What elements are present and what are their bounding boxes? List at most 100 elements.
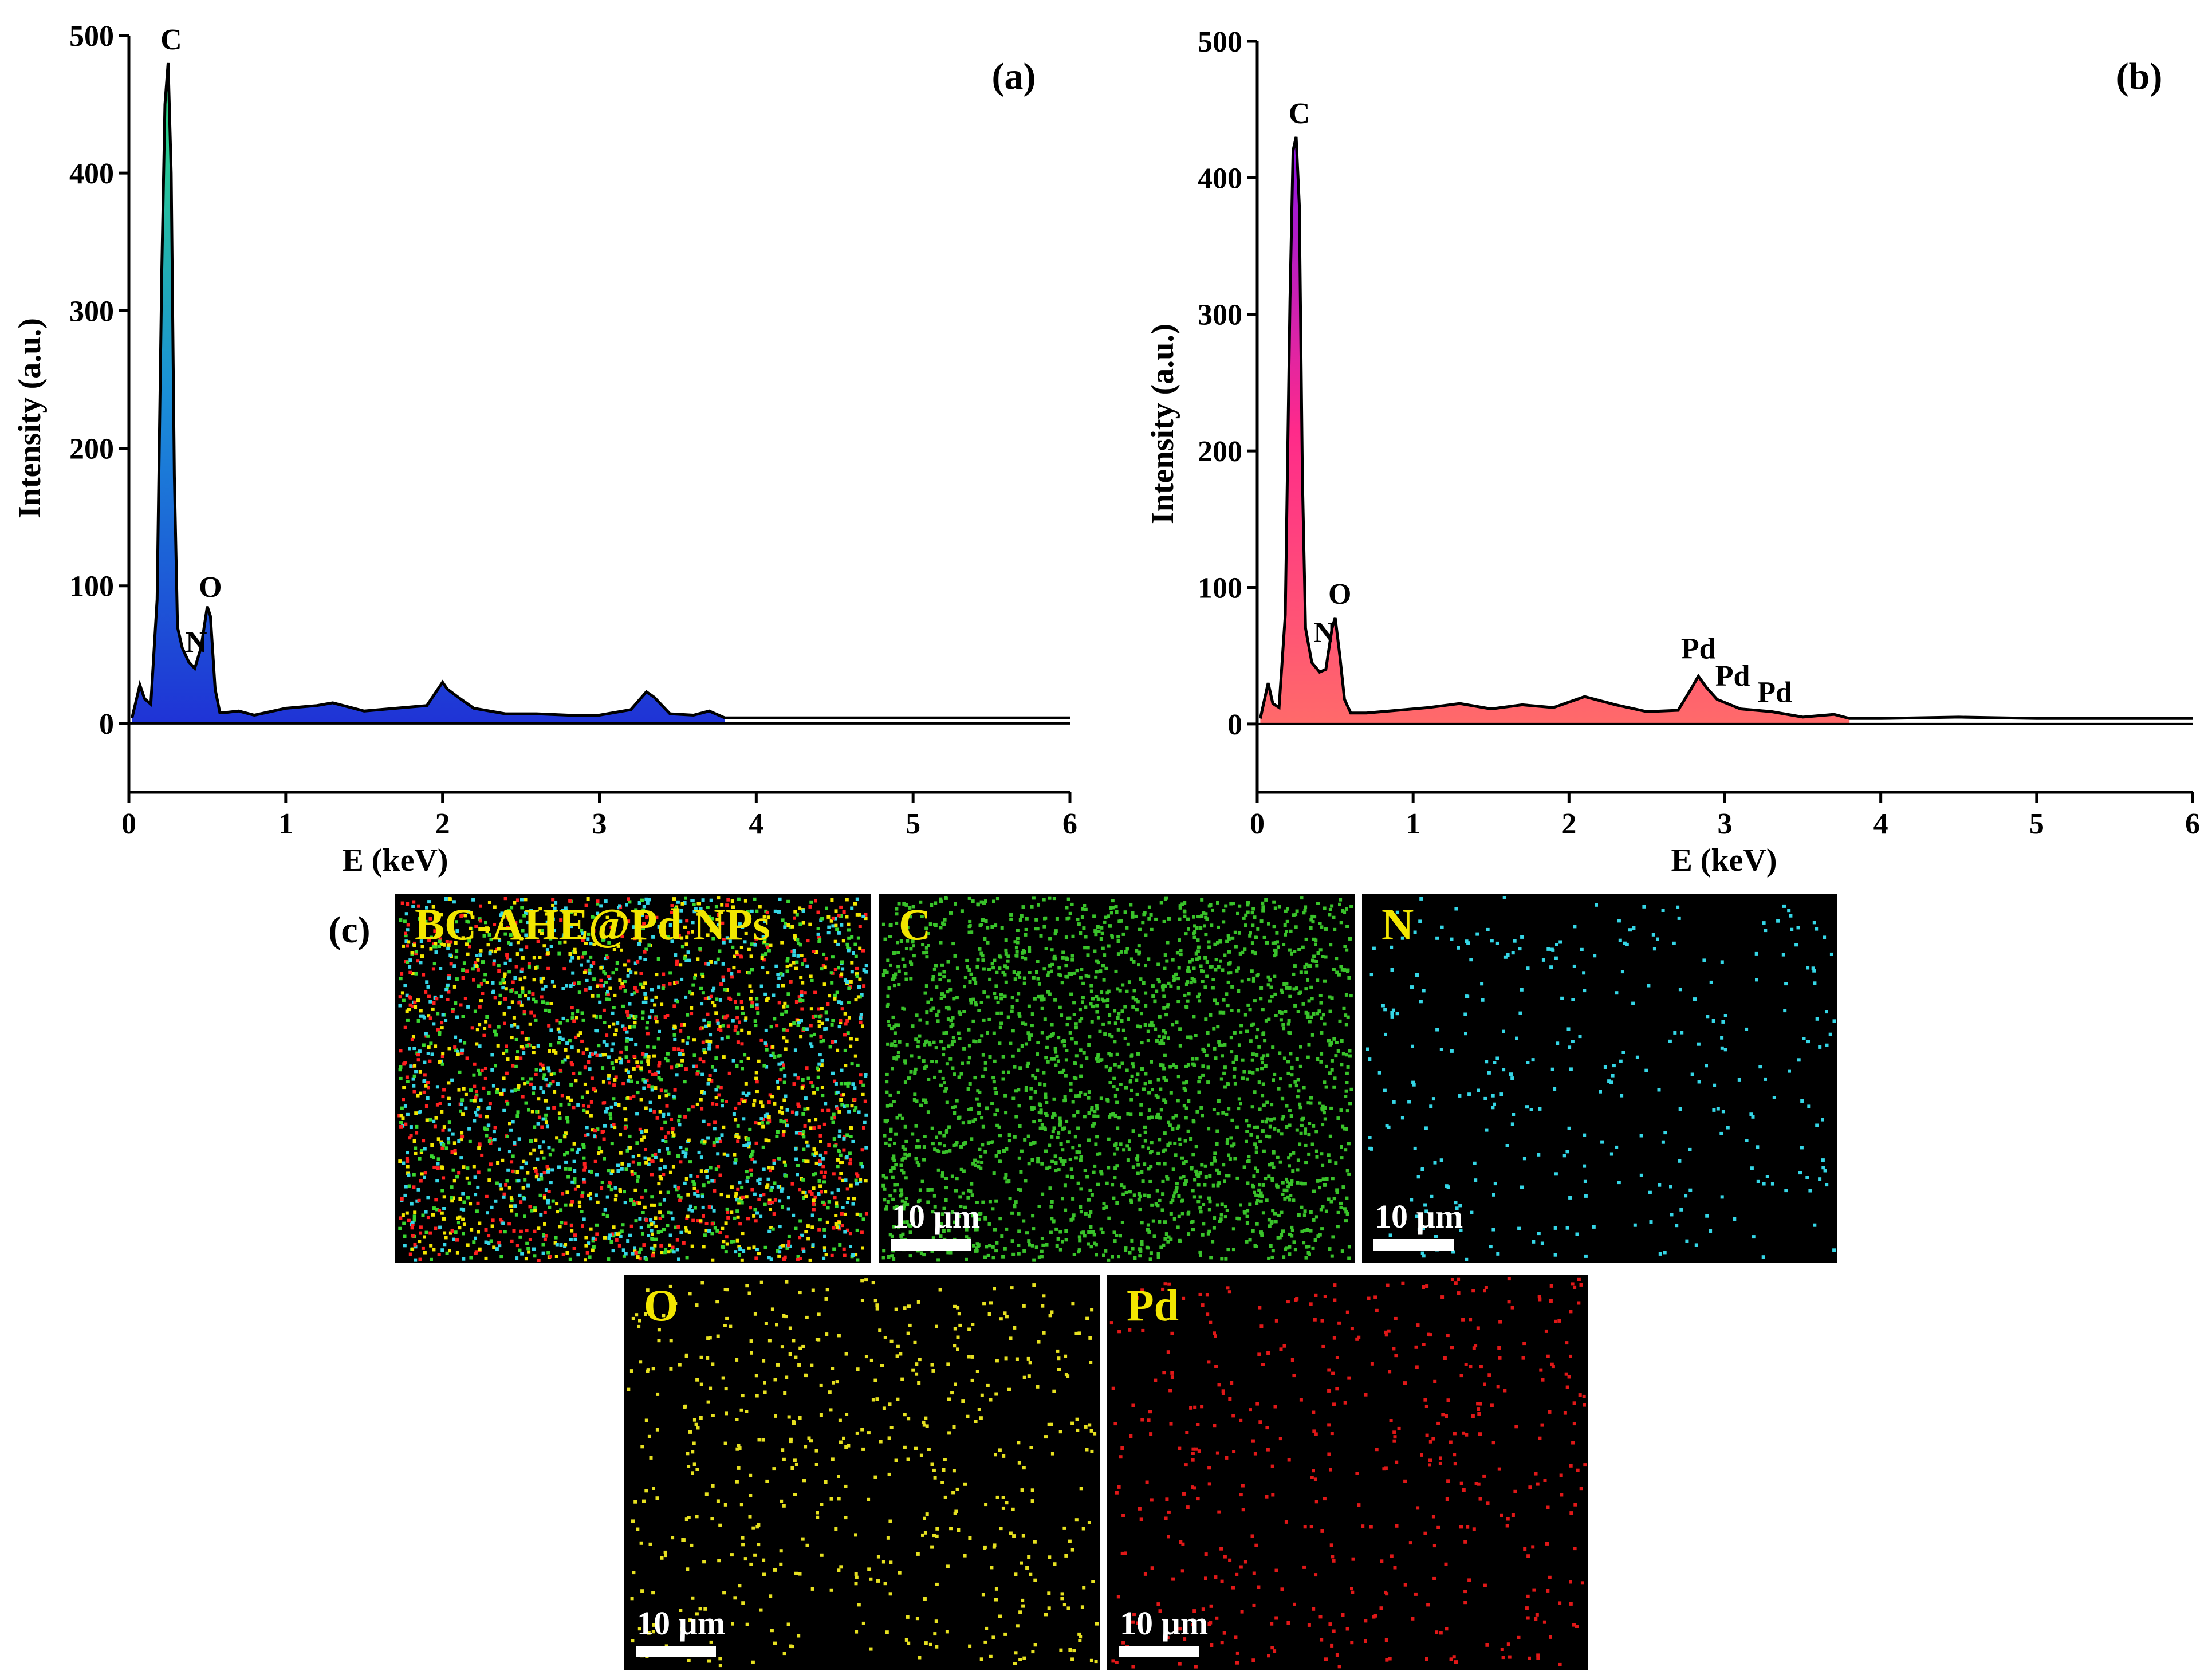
- map-dot: [567, 1102, 571, 1106]
- map-dot: [818, 1053, 822, 1057]
- map-dot: [903, 1124, 907, 1129]
- map-dot: [1017, 1252, 1021, 1256]
- map-dot: [474, 1193, 478, 1197]
- map-dot: [1131, 996, 1135, 1000]
- map-dot: [1113, 1166, 1117, 1170]
- map-dot: [504, 1183, 508, 1187]
- map-dot: [651, 1232, 654, 1236]
- map-dot: [975, 1201, 979, 1204]
- map-dot: [952, 1143, 956, 1147]
- map-dot: [510, 1198, 514, 1202]
- map-dot: [926, 1188, 930, 1192]
- map-dot: [1288, 1252, 1292, 1256]
- chart-a-y-tick-label-4: 400: [69, 158, 114, 190]
- map-dot: [1032, 1141, 1036, 1145]
- map-dot: [846, 1031, 850, 1035]
- map-dot: [427, 1045, 431, 1049]
- map-dot: [1155, 1115, 1159, 1119]
- map-dot: [834, 909, 838, 913]
- map-dot: [461, 1112, 465, 1116]
- map-dot: [636, 1179, 640, 1183]
- map-dot: [434, 1198, 438, 1202]
- map-dot: [504, 987, 508, 991]
- map-dot: [675, 921, 679, 925]
- map-dot: [906, 939, 910, 943]
- map-dot: [792, 953, 796, 957]
- map-dot: [755, 909, 759, 913]
- map-dot: [600, 1181, 604, 1184]
- map-dot: [540, 980, 544, 984]
- map-dot: [736, 1031, 740, 1035]
- map-dot: [427, 1086, 430, 1090]
- map-dot: [762, 1193, 766, 1197]
- map-dot: [1017, 1188, 1020, 1191]
- map-dot: [411, 1004, 415, 1008]
- map-dot: [822, 982, 826, 986]
- map-dot: [519, 969, 524, 973]
- map-dot: [624, 1047, 628, 1051]
- map-dot: [765, 1185, 769, 1189]
- map-dot: [443, 943, 447, 947]
- map-dot: [1028, 1037, 1032, 1041]
- map-dot: [994, 996, 998, 1000]
- map-dot: [1029, 1142, 1033, 1146]
- map-dot: [802, 1130, 806, 1134]
- map-dot: [1231, 1248, 1235, 1252]
- map-dot: [717, 923, 721, 927]
- map-dot: [411, 972, 415, 976]
- map-dot: [831, 1040, 835, 1044]
- map-dot: [401, 1116, 405, 1120]
- map-dot: [926, 932, 930, 935]
- map-dot: [527, 997, 530, 1001]
- map-dot: [550, 1168, 554, 1172]
- map-dot: [627, 968, 631, 972]
- map-dot: [1123, 1037, 1127, 1040]
- map-dot: [894, 1163, 898, 1167]
- map-dot: [1321, 1177, 1325, 1181]
- map-dot: [695, 1072, 699, 1076]
- map-dot: [631, 1172, 634, 1176]
- map-dot: [607, 975, 611, 978]
- map-dot: [1235, 969, 1239, 973]
- map-dot: [715, 1229, 719, 1233]
- map-dot: [1175, 1126, 1179, 1130]
- map-dot: [1184, 1106, 1188, 1110]
- map-dot: [1070, 1175, 1074, 1179]
- map-dot: [977, 1111, 981, 1115]
- map-dot: [440, 1110, 444, 1114]
- map-dot: [1220, 1202, 1224, 1206]
- chart-a-y-tick-label-1: 100: [69, 571, 114, 603]
- map-dot: [445, 1251, 449, 1255]
- map-dot: [792, 1021, 796, 1025]
- map-dot: [1015, 954, 1019, 958]
- map-dot: [624, 1055, 628, 1059]
- map-dot: [1037, 982, 1041, 986]
- map-dot: [726, 1210, 730, 1214]
- map-dot: [1176, 1075, 1180, 1079]
- map-dot: [741, 925, 745, 929]
- map-dot: [938, 972, 942, 976]
- map-dot: [1050, 962, 1054, 966]
- map-dot: [659, 1158, 663, 1162]
- map-dot: [1113, 1021, 1117, 1025]
- map-dot: [641, 911, 644, 915]
- map-dot: [621, 1223, 625, 1227]
- map-dot: [1279, 1077, 1282, 1081]
- map-dot: [1265, 1134, 1269, 1138]
- map-dot: [570, 1006, 574, 1010]
- map-dot: [703, 1233, 707, 1237]
- map-dot: [710, 926, 714, 930]
- map-dot: [647, 1084, 651, 1088]
- map-dot: [1065, 975, 1069, 979]
- map-dot: [1289, 929, 1293, 933]
- map-dot: [549, 945, 553, 948]
- map-dot: [939, 926, 943, 930]
- map-dot: [618, 978, 622, 982]
- map-dot: [835, 990, 839, 994]
- map-dot: [452, 1141, 456, 1145]
- map-dot: [802, 1159, 806, 1163]
- map-dot: [1206, 1232, 1210, 1236]
- map-dot: [816, 1075, 820, 1079]
- map-dot: [746, 910, 750, 914]
